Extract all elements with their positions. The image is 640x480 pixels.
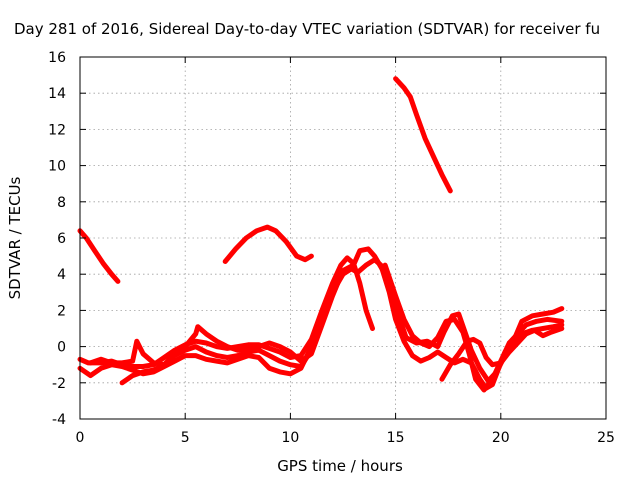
x-tick-label: 25 [597, 430, 615, 446]
y-tick-label: 6 [57, 231, 66, 247]
series-line-2 [222, 224, 314, 264]
series-line-4 [77, 255, 375, 369]
series-line-8 [382, 262, 565, 393]
y-tick-label: 0 [57, 340, 66, 356]
y-tick-label: -4 [52, 412, 66, 428]
axis-ticks [79, 56, 607, 420]
chart-title: Day 281 of 2016, Sidereal Day-to-day VTE… [14, 20, 600, 38]
series-line-7 [119, 344, 314, 386]
x-tick-label: 20 [492, 430, 510, 446]
axis-tick-labels: 0 5 10 15 20 25 -4 -2 0 2 4 6 8 10 12 14 16 [48, 50, 615, 446]
y-tick-label: 16 [48, 50, 66, 66]
y-axis-title: SDTVAR / TECUs [6, 176, 24, 299]
y-tick-label: 10 [48, 159, 66, 175]
y-tick-label: 14 [48, 86, 66, 102]
y-tick-label: -2 [52, 376, 66, 392]
x-tick-label: 15 [387, 430, 405, 446]
x-tick-label: 5 [181, 430, 190, 446]
y-tick-label: 4 [57, 267, 66, 283]
x-tick-label: 10 [281, 430, 299, 446]
y-tick-label: 8 [57, 195, 66, 211]
series-line-3 [393, 76, 453, 194]
y-tick-label: 2 [57, 303, 66, 319]
x-axis-title: GPS time / hours [277, 457, 403, 475]
series-line-1 [77, 228, 121, 284]
y-tick-label: 12 [48, 122, 66, 138]
series-line-9 [439, 326, 565, 382]
data-series [77, 76, 565, 393]
x-tick-label: 0 [76, 430, 85, 446]
